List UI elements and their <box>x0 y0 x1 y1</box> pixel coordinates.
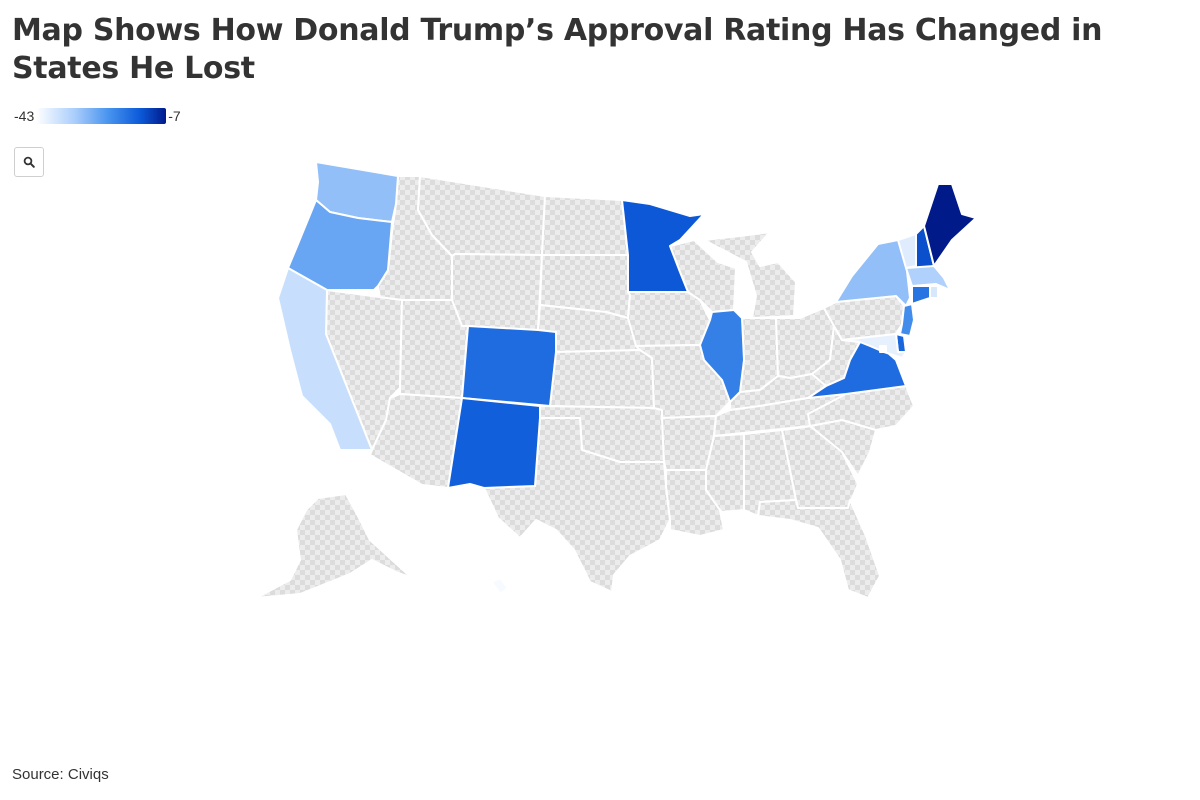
state-north-dakota[interactable] <box>541 195 629 256</box>
state-texas[interactable] <box>483 417 671 593</box>
state-utah[interactable] <box>399 299 469 399</box>
state-maine[interactable] <box>923 183 977 267</box>
legend-min-label: -43 <box>14 108 35 124</box>
state-iowa[interactable] <box>627 291 711 347</box>
state-wyoming[interactable] <box>451 253 543 331</box>
color-legend: -43 -7 <box>14 106 181 126</box>
state-new-york[interactable] <box>835 239 911 307</box>
state-rhode-island[interactable] <box>929 285 939 299</box>
state-florida[interactable] <box>757 499 881 599</box>
state-illinois[interactable] <box>699 309 745 403</box>
state-alaska[interactable] <box>255 493 413 599</box>
state-hawaii[interactable] <box>491 577 509 595</box>
state-dc[interactable] <box>879 345 887 353</box>
state-minnesota[interactable] <box>621 199 705 293</box>
state-new-mexico[interactable] <box>447 397 541 489</box>
us-states-map <box>255 161 977 599</box>
search-icon <box>23 156 35 168</box>
state-kansas[interactable] <box>549 349 655 409</box>
legend-gradient <box>36 108 167 124</box>
state-maryland[interactable] <box>841 333 907 359</box>
state-oregon[interactable] <box>287 199 393 291</box>
state-michigan[interactable] <box>703 231 797 319</box>
legend-max-label: -7 <box>168 108 181 124</box>
state-connecticut[interactable] <box>911 285 931 305</box>
state-new-jersey[interactable] <box>899 303 915 337</box>
state-colorado[interactable] <box>461 325 557 407</box>
source-note: Source: Civiqs <box>12 766 109 783</box>
chart-title: Map Shows How Donald Trump’s Approval Ra… <box>12 13 1103 86</box>
search-button[interactable] <box>14 147 44 177</box>
state-california[interactable] <box>277 267 373 451</box>
